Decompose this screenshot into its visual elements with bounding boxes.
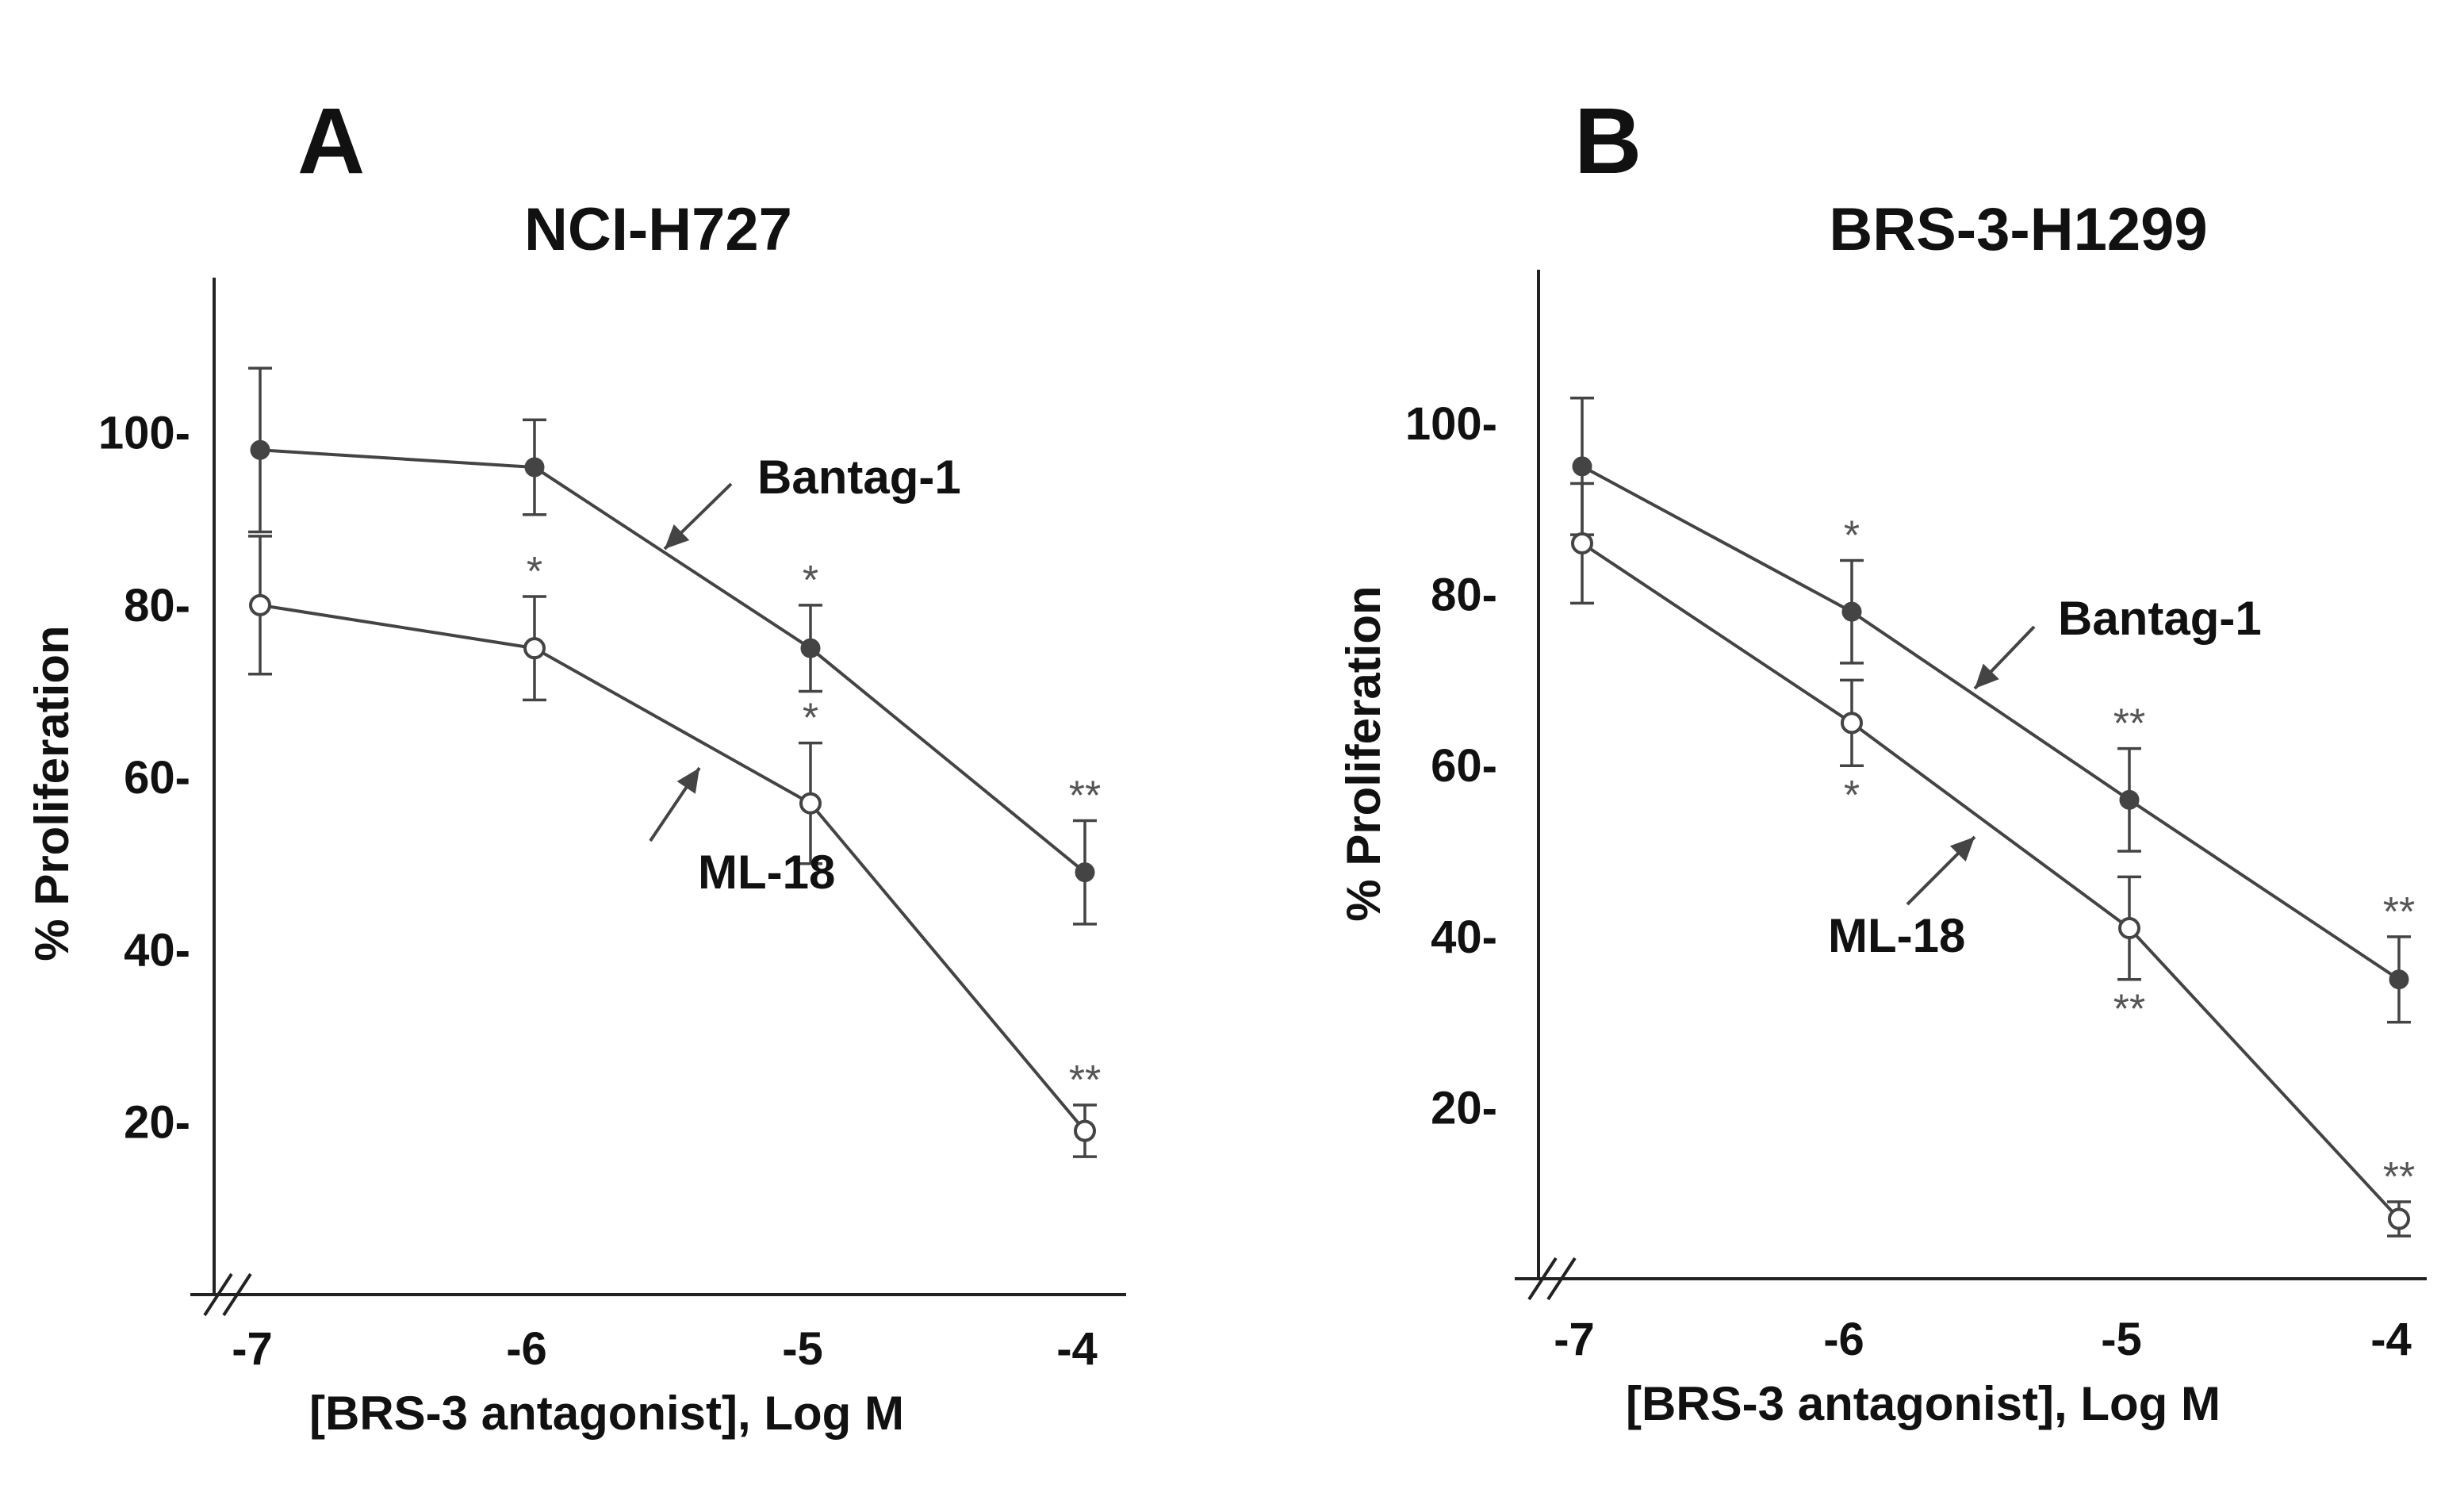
- panel-a-bantag-1-label: Bantag-1: [757, 451, 961, 504]
- panel-b: B BRS-3-H1299 [BRS-3 antagonist], Log M …: [1337, 89, 2427, 1430]
- panel-b-bantag-1-label: Bantag-1: [2058, 592, 2262, 645]
- panel-b-y-tick-label: 20-: [1431, 1082, 1497, 1134]
- panel-a-ml-18-point: [249, 593, 271, 616]
- panel-a-ml-18-significance-marker: *: [803, 696, 818, 742]
- panel-b-ml-18-label-arrowhead: [1949, 837, 1975, 862]
- panel-a-bantag-1-point: [524, 457, 545, 478]
- panel-b-y-tick-label: 40-: [1431, 911, 1497, 963]
- panel-a-axis-break-1: [222, 1272, 252, 1317]
- panel-b-bantag-1-significance-marker: **: [2383, 889, 2415, 935]
- panel-b-y-tick-label: 100-: [1405, 398, 1497, 450]
- panel-a-y-tick-label: 20-: [124, 1097, 190, 1149]
- panel-a-bantag-1-point: [1075, 862, 1095, 883]
- panel-a-bantag-1-significance-marker: *: [803, 558, 818, 604]
- panel-b-x-tick-label: -6: [1823, 1314, 1864, 1365]
- panel-b-bantag-1-point: [1572, 456, 1592, 477]
- panel-b-ml-18-line: [1581, 542, 2401, 1220]
- panel-b-bantag-1-significance-marker: **: [2113, 701, 2145, 747]
- panel-b-y-tick-label: 80-: [1431, 570, 1497, 621]
- panel-a-y-tick-label: 60-: [124, 752, 190, 804]
- panel-b-bantag-1-point: [2119, 789, 2140, 810]
- panel-a-x-tick-label: -5: [782, 1323, 823, 1375]
- panel-a-y-tick-label: 80-: [124, 580, 190, 631]
- panel-b-ml-18-label: ML-18: [1828, 909, 1965, 962]
- panel-b-bantag-1-label-arrowhead: [1975, 663, 1999, 689]
- panel-b-x-tick-label: -4: [2370, 1314, 2412, 1365]
- panel-a-bantag-1-line: [259, 448, 1086, 874]
- panel-a-bantag-1-point: [250, 439, 270, 460]
- panel-letter-a: A: [297, 89, 365, 194]
- panel-a-x-axis-label: [BRS-3 antagonist], Log M: [309, 1387, 904, 1440]
- panel-a-x-tick-label: -7: [232, 1323, 273, 1375]
- panel-b-ml-18-point: [1841, 712, 1863, 735]
- panel-a-bantag-1-label-arrowhead: [665, 524, 690, 549]
- panel-b-bantag-1-line: [1581, 465, 2401, 981]
- panel-b-ml-18-point: [2118, 917, 2140, 940]
- panel-b-ml-18-point: [2388, 1207, 2410, 1230]
- panel-b-ml-18-significance-marker: **: [2383, 1154, 2415, 1200]
- panel-b-bantag-1-point: [2389, 969, 2409, 990]
- panel-a-ml-18-significance-marker: *: [527, 549, 542, 595]
- panel-b-y-tick-label: 60-: [1431, 740, 1497, 792]
- panel-b-axis-break-0: [1527, 1257, 1558, 1301]
- panel-b-x-axis-label: [BRS-3 antagonist], Log M: [1626, 1377, 2221, 1430]
- panel-b-bantag-1-significance-marker: *: [1844, 513, 1860, 559]
- panel-a-y-axis-label: % Proliferation: [25, 625, 79, 961]
- panel-a-ml-18-point: [523, 637, 546, 660]
- panel-b-x-tick-label: -7: [1554, 1314, 1595, 1365]
- panel-a-title: NCI-H727: [524, 196, 792, 263]
- panel-b-ml-18-point: [1571, 531, 1593, 554]
- panel-a-axis-break-0: [203, 1272, 233, 1317]
- panel-a-ml-18-label: ML-18: [698, 846, 835, 899]
- panel-b-axis-break-1: [1546, 1257, 1577, 1301]
- panel-b-y-axis-label: % Proliferation: [1337, 585, 1390, 921]
- panel-letter-b: B: [1574, 89, 1642, 194]
- panel-a-ml-18-point: [1074, 1119, 1096, 1142]
- panel-a-x-tick-label: -4: [1056, 1323, 1098, 1375]
- panel-a-ml-18-label-arrowhead: [676, 768, 699, 794]
- panel-a-ml-18-line: [259, 603, 1086, 1132]
- panel-a-y-tick-label: 100-: [98, 408, 190, 459]
- panel-a-ml-18-significance-marker: **: [1069, 1057, 1101, 1103]
- panel-b-x-tick-label: -5: [2101, 1314, 2142, 1365]
- panel-a-y-tick-label: 40-: [124, 924, 190, 976]
- panel-a-bantag-1-point: [800, 638, 821, 658]
- panel-b-title: BRS-3-H1299: [1829, 196, 2207, 263]
- panel-a-bantag-1-significance-marker: **: [1069, 773, 1101, 819]
- panel-b-ml-18-significance-marker: *: [1844, 773, 1860, 819]
- panel-a-x-tick-label: -6: [506, 1323, 547, 1375]
- panel-b-bantag-1-point: [1841, 601, 1862, 622]
- panel-a: A NCI-H727 [BRS-3 antagonist], Log M % P…: [25, 89, 1126, 1440]
- panel-b-ml-18-significance-marker: **: [2113, 987, 2145, 1033]
- panel-a-ml-18-point: [799, 792, 822, 815]
